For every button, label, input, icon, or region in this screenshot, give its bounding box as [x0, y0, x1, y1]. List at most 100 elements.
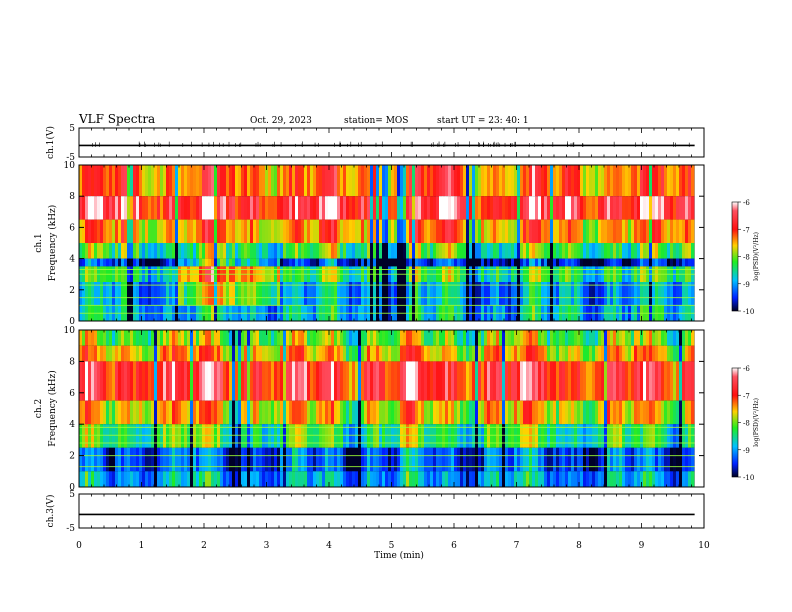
spectrogram-cell: [664, 471, 668, 487]
spectrogram-cell: [316, 330, 320, 346]
spectrogram-cell: [253, 219, 257, 243]
spectrogram-cell: [646, 471, 650, 487]
spectrogram-cell: [658, 165, 662, 197]
spectrogram-cell: [484, 282, 488, 306]
spectrogram-cell: [571, 330, 575, 346]
spectrogram-cell: [160, 345, 164, 362]
spectrogram-cell: [625, 330, 629, 346]
spectrogram-cell: [262, 219, 266, 243]
spectrogram-cell: [559, 282, 563, 306]
spectrogram-cell: [490, 165, 494, 197]
spectrogram-cell: [247, 330, 251, 346]
spectrogram-cell: [109, 424, 113, 448]
spectrogram-cell: [472, 345, 476, 362]
spectrogram-cell: [223, 219, 227, 243]
spectrogram-cell: [679, 400, 683, 425]
spectrogram-cell: [433, 447, 437, 472]
spectrogram-cell: [223, 345, 227, 362]
spectrogram-cell: [334, 424, 338, 448]
spectrogram-cell: [112, 165, 116, 197]
spectrogram-cell: [232, 243, 236, 259]
spectrogram-cell: [298, 282, 302, 306]
spectrogram-cell: [136, 424, 140, 448]
spectrogram-cell: [463, 196, 467, 220]
spectrogram-cell: [532, 400, 536, 425]
spectrogram-cell: [280, 447, 284, 472]
y-tick-label: 2: [69, 286, 75, 296]
spectrogram-cell: [526, 219, 530, 243]
spectrogram-cell: [427, 424, 431, 448]
spectrogram-cell: [292, 400, 296, 425]
spectrogram-cell: [319, 196, 323, 220]
spectrogram-cell: [337, 345, 341, 362]
spectrogram-cell: [214, 447, 218, 472]
spectrogram-cell: [376, 258, 380, 267]
spectrogram-cell: [628, 243, 632, 259]
spectrogram-cell: [367, 424, 371, 448]
spectrogram-cell: [247, 258, 251, 267]
spectrogram-cell: [475, 282, 479, 306]
time-axis: 0 1 2 3 4 5 6 7 8 9 10: [76, 541, 710, 551]
spectrogram-cell: [487, 424, 491, 448]
spectrogram-cell: [241, 447, 245, 472]
panel-frame: [78, 493, 705, 529]
spectrogram-cell: [154, 219, 158, 243]
spectrogram-cell: [415, 196, 419, 220]
spectrogram-cell: [388, 400, 392, 425]
spectrogram-cell: [574, 361, 578, 401]
spectrogram-cell: [226, 424, 230, 448]
spectrogram-cell: [184, 258, 188, 267]
spectrogram-cell: [256, 471, 260, 487]
spectrogram-cell: [115, 471, 119, 487]
spectrogram-cell: [265, 258, 269, 267]
spectrogram-cell: [400, 424, 404, 448]
spectrogram-cell: [253, 196, 257, 220]
spectrogram-cell: [358, 330, 362, 346]
spectrogram-cell: [232, 258, 236, 267]
spectrogram-cell: [346, 400, 350, 425]
spectrogram-cell: [550, 424, 554, 448]
spectrogram-cell: [496, 424, 500, 448]
spectrogram-cell: [349, 258, 353, 267]
spectrogram-cell: [328, 219, 332, 243]
spectrogram-cell: [178, 345, 182, 362]
spectrogram-cell: [499, 345, 503, 362]
spectrogram-cell: [232, 345, 236, 362]
spectrogram-cell: [508, 424, 512, 448]
spectrogram-cell: [421, 345, 425, 362]
spectrogram-cell: [145, 258, 149, 267]
spectrogram-cell: [118, 400, 122, 425]
spectrogram-cell: [286, 424, 290, 448]
spectrogram-cell: [364, 196, 368, 220]
spectrogram-cell: [649, 243, 653, 259]
spectrogram-cell: [418, 447, 422, 472]
spectrogram-cell: [220, 196, 224, 220]
spectrogram-cell: [193, 471, 197, 487]
spectrogram-cell: [496, 258, 500, 267]
spectrogram-cell: [259, 196, 263, 220]
spectrogram-cell: [148, 361, 152, 401]
spectrogram-cell: [454, 400, 458, 425]
y-tick-label: 0: [69, 483, 75, 493]
spectrogram-cell: [475, 219, 479, 243]
spectrogram-cell: [268, 471, 272, 487]
spectrogram-cell: [610, 361, 614, 401]
spectrogram-cell: [319, 361, 323, 401]
spectrogram-cell: [451, 196, 455, 220]
spectrogram-cell: [175, 361, 179, 401]
spectrogram-cell: [622, 330, 626, 346]
spectrogram-cell: [634, 361, 638, 401]
spectrogram-cell: [664, 424, 668, 448]
spectrogram-cell: [691, 219, 695, 243]
spectrogram-cell: [580, 196, 584, 220]
spectrogram-cell: [433, 165, 437, 197]
spectrogram-cell: [283, 258, 287, 267]
spectrogram-cell: [484, 243, 488, 259]
spectrogram-cell: [418, 424, 422, 448]
spectrogram-cell: [79, 243, 83, 259]
spectrogram-cell: [580, 258, 584, 267]
spectrogram-cell: [100, 345, 104, 362]
spectrogram-cell: [574, 165, 578, 197]
spectrogram-cell: [289, 345, 293, 362]
spectrogram-cell: [388, 258, 392, 267]
